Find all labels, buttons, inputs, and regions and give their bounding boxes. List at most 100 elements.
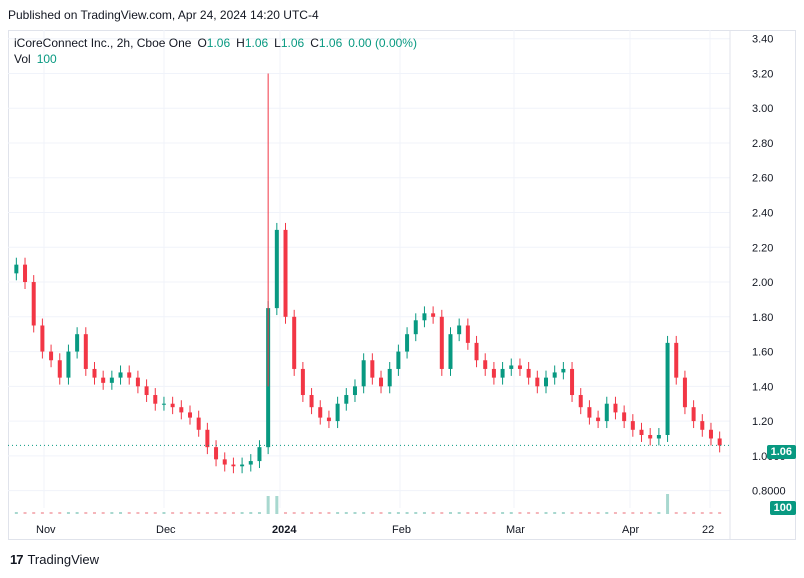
volume-bar: [353, 512, 357, 514]
candle-body: [413, 320, 418, 335]
volume-bar: [388, 512, 392, 514]
x-tick-label: Mar: [506, 524, 525, 536]
volume-bar: [579, 512, 583, 514]
candle-body: [708, 429, 713, 439]
candle-body: [648, 434, 653, 439]
candle-body: [639, 429, 644, 435]
volume-bar: [440, 512, 444, 514]
candle-body: [717, 438, 722, 446]
volume-bar: [240, 512, 244, 514]
candle-body: [205, 429, 210, 448]
candle-body: [283, 229, 288, 317]
candle-body: [405, 334, 410, 352]
candle-body: [196, 417, 201, 430]
candle-body: [596, 417, 601, 422]
volume-bar: [32, 512, 36, 514]
volume-bar: [310, 512, 314, 514]
candle-body: [144, 386, 149, 396]
candle-body: [179, 407, 184, 413]
candle-body: [248, 461, 253, 465]
y-tick-label: 1.20: [752, 416, 773, 428]
y-tick-label: 2.20: [752, 242, 773, 254]
open-value: 1.06: [206, 36, 231, 50]
published-caption: Published on TradingView.com, Apr 24, 20…: [8, 8, 319, 22]
volume-bar: [362, 512, 366, 514]
volume-bar: [205, 512, 209, 514]
candle-body: [483, 360, 488, 369]
volume-bar: [188, 512, 192, 514]
candle-body: [509, 365, 514, 369]
y-tick-label: 1.60: [752, 347, 773, 359]
x-tick-label: Feb: [392, 524, 411, 536]
candle-body: [83, 334, 88, 369]
candle-body: [40, 325, 45, 352]
volume-bar: [483, 512, 487, 514]
candle-body: [23, 264, 28, 283]
candle-body: [465, 325, 470, 343]
candle-body: [118, 372, 123, 378]
candle-body: [170, 403, 175, 408]
candle-body: [214, 447, 219, 460]
candle-body: [544, 377, 548, 387]
volume-bar: [596, 512, 600, 514]
volume-bar: [379, 512, 383, 514]
y-tick-label: 2.80: [752, 138, 773, 150]
candle-body: [66, 351, 71, 378]
volume-bar: [75, 512, 79, 514]
volume-bar: [110, 512, 114, 514]
y-tick-label: 2.60: [752, 173, 773, 185]
volume-bar: [301, 512, 305, 514]
volume-bar: [119, 512, 123, 514]
volume-bar: [396, 512, 400, 514]
volume-bar: [127, 512, 131, 514]
price-chart[interactable]: 3.40 3.20 3.00 2.80 2.60 2.40 2.20 2.00 1.80 1.60…: [8, 30, 796, 540]
candle-body: [92, 368, 97, 378]
candle-body: [300, 368, 305, 396]
volume-bar: [414, 512, 418, 514]
candle-body: [344, 395, 349, 404]
volume-bar: [683, 512, 687, 514]
volume-bar: [14, 512, 18, 514]
volume-bar: [275, 496, 279, 514]
volume-bar: [40, 512, 44, 514]
volume-bar: [492, 512, 496, 514]
volume-bar: [84, 512, 88, 514]
volume-bar: [318, 512, 322, 514]
candle-body: [682, 377, 687, 408]
candle-body: [370, 360, 375, 378]
candle-body: [387, 368, 392, 387]
volume-bar: [327, 512, 331, 514]
candle-body: [135, 377, 140, 387]
candle-body: [352, 386, 357, 396]
y-tick-label: 2.00: [752, 277, 773, 289]
tradingview-logo[interactable]: 17 TradingView: [10, 552, 99, 567]
volume-bar: [518, 512, 522, 514]
y-tick-label: 3.40: [752, 34, 773, 46]
candle-body: [161, 403, 166, 405]
volume-bar: [405, 512, 409, 514]
candle-body: [101, 377, 106, 383]
tradingview-brand: TradingView: [27, 552, 100, 567]
volume-bar: [292, 512, 296, 514]
volume-bar: [718, 512, 722, 514]
y-tick-label: 1.80: [752, 312, 773, 324]
volume-bar: [431, 512, 435, 514]
volume-bar: [613, 512, 617, 514]
volume-bar: [257, 512, 261, 514]
candle-body: [309, 395, 314, 408]
volume-bar: [422, 512, 426, 514]
candle-body: [326, 417, 331, 422]
candle-body: [457, 325, 462, 335]
candle-body: [535, 377, 540, 387]
last-volume-badge: 100: [769, 501, 796, 515]
candle-body: [188, 412, 192, 418]
volume-bar: [92, 512, 96, 514]
symbol-name[interactable]: iCoreConnect Inc., 2h, Cboe One: [14, 36, 192, 50]
volume-bar: [692, 512, 696, 514]
candle-body: [448, 334, 453, 369]
candle-body: [109, 377, 114, 383]
chart-legend: iCoreConnect Inc., 2h, Cboe One O1.06 H1…: [14, 35, 417, 67]
volume-bar: [666, 494, 670, 514]
volume-label[interactable]: Vol: [14, 52, 31, 66]
candle-body: [431, 313, 436, 317]
